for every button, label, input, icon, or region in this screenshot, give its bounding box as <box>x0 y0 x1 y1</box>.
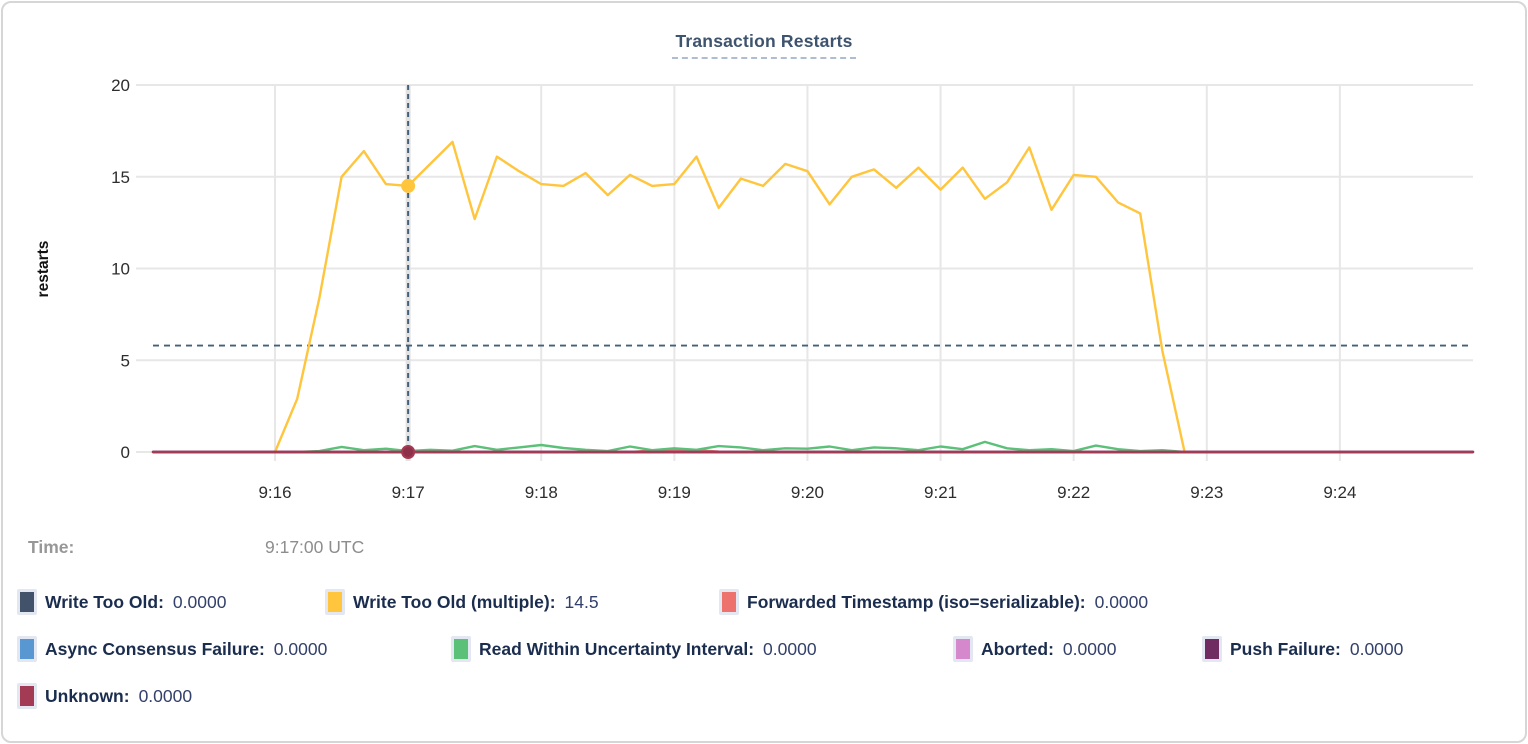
legend-label: Async Consensus Failure: <box>45 638 265 659</box>
chart-legend: Write Too Old: 0.0000 Write Too Old (multi… <box>17 589 1517 730</box>
legend-item-write-too-old: Write Too Old: 0.0000 <box>17 589 325 615</box>
x-tick-label: 9:17 <box>392 483 425 502</box>
legend-swatch <box>17 683 37 709</box>
legend-label: Push Failure: <box>1230 638 1341 659</box>
legend-item-forwarded-timestamp-iso-serializable: Forwarded Timestamp (iso=serializable): 0… <box>719 589 1148 615</box>
legend-row: Async Consensus Failure: 0.0000 Read Withi… <box>17 636 1517 662</box>
x-tick-label: 9:19 <box>658 483 691 502</box>
legend-item-push-failure: Push Failure: 0.0000 <box>1202 636 1403 662</box>
legend-label: Read Within Uncertainty Interval: <box>479 638 755 659</box>
x-tick-label: 9:21 <box>924 483 957 502</box>
legend-label: Write Too Old: <box>45 591 164 612</box>
legend-label: Forwarded Timestamp (iso=serializable): <box>747 591 1086 612</box>
restarts-chart[interactable]: 0 5 10 15 20 9:16 9:17 9:18 9:19 9:20 9:21 9:22 9:23… <box>3 3 1528 528</box>
y-tick-label: 10 <box>111 260 130 279</box>
legend-item-read-within-uncertainty-interval: Read Within Uncertainty Interval: 0.0000 <box>451 636 953 662</box>
chart-title-container: Transaction Restarts <box>3 31 1525 59</box>
series-line-read-within-uncertainty-interval <box>296 440 1186 454</box>
legend-value: 0.0000 <box>763 638 817 659</box>
hover-point-unknown <box>401 445 416 459</box>
legend-value: 0.0000 <box>1349 638 1404 659</box>
y-tick-label: 5 <box>121 351 130 370</box>
time-label: Time: <box>28 537 75 557</box>
hover-point-write-too-old-multiple- <box>401 178 416 193</box>
y-tick-label: 15 <box>111 168 130 187</box>
legend-label: Write Too Old (multiple): <box>353 591 556 612</box>
legend-swatch <box>719 589 739 615</box>
legend-swatch <box>17 589 37 615</box>
legend-item-write-too-old-multiple: Write Too Old (multiple): 14.5 <box>325 589 719 615</box>
x-tick-label: 9:22 <box>1057 483 1090 502</box>
legend-value: 0.0000 <box>1062 638 1117 659</box>
x-tick-label: 9:16 <box>258 483 291 502</box>
y-tick-label: 0 <box>121 443 130 462</box>
legend-value: 14.5 <box>564 591 599 612</box>
legend-swatch <box>953 636 973 662</box>
hover-guideline-band <box>405 85 411 461</box>
hover-time-row: Time: 9:17:00 UTC <box>28 537 364 558</box>
legend-item-aborted: Aborted: 0.0000 <box>953 636 1202 662</box>
time-value: 9:17:00 UTC <box>265 537 365 557</box>
legend-swatch <box>325 589 345 615</box>
legend-value: 0.0000 <box>172 591 227 612</box>
x-tick-label: 9:18 <box>525 483 558 502</box>
legend-value: 0.0000 <box>273 638 328 659</box>
legend-row: Unknown: 0.0000 <box>17 683 1517 709</box>
legend-value: 0.0000 <box>1094 591 1149 612</box>
series-line-write-too-old-multiple- <box>273 140 1186 454</box>
legend-value: 0.0000 <box>138 685 193 706</box>
legend-label: Aborted: <box>981 638 1054 659</box>
legend-swatch <box>1202 636 1222 662</box>
y-tick-label: 20 <box>111 76 130 95</box>
chart-area: 0 5 10 15 20 9:16 9:17 9:18 9:19 9:20 9:21 9:22 9:23… <box>3 3 1528 528</box>
x-tick-label: 9:20 <box>791 483 824 502</box>
x-tick-label: 9:24 <box>1323 483 1356 502</box>
legend-swatch <box>17 636 37 662</box>
legend-label: Unknown: <box>45 685 130 706</box>
legend-item-unknown: Unknown: 0.0000 <box>17 683 192 709</box>
legend-swatch <box>451 636 471 662</box>
legend-row: Write Too Old: 0.0000 Write Too Old (multi… <box>17 589 1517 615</box>
x-tick-label: 9:23 <box>1190 483 1223 502</box>
y-axis-label: restarts <box>35 241 52 298</box>
chart-title[interactable]: Transaction Restarts <box>672 31 856 59</box>
legend-item-async-consensus-failure: Async Consensus Failure: 0.0000 <box>17 636 451 662</box>
